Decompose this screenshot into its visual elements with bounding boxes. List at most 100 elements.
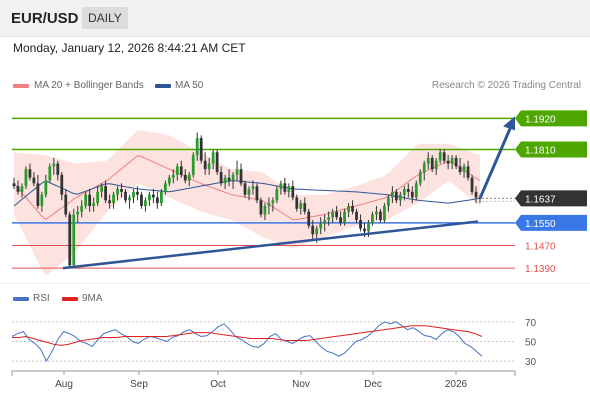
candle-body <box>442 152 446 161</box>
candle-body <box>124 191 127 201</box>
rsi-legend-swatch <box>13 297 29 301</box>
candle-body <box>203 160 207 170</box>
candle-body <box>52 163 56 167</box>
candle-body <box>402 189 406 195</box>
candle-body <box>251 186 255 189</box>
support-trendline <box>62 220 479 270</box>
candle-body <box>104 186 107 201</box>
candle-body <box>343 211 346 223</box>
chart-header: EUR/USD DAILY <box>0 0 590 37</box>
candle-body <box>152 194 155 198</box>
candle-body <box>68 214 72 266</box>
candle-body <box>215 152 219 173</box>
candle-body <box>275 189 279 201</box>
candle-body <box>187 174 191 181</box>
candle-body <box>231 174 235 181</box>
candle-body <box>12 183 16 187</box>
candle-body <box>311 225 315 235</box>
candle-body <box>347 205 350 212</box>
candle-body <box>303 203 307 212</box>
candle-body <box>239 169 243 184</box>
candle-body <box>88 194 92 206</box>
candle-body <box>422 163 426 173</box>
candle-body <box>367 222 370 232</box>
timestamp: Monday, January 12, 2026 8:44:21 AM CET <box>13 41 246 55</box>
ma20-legend-swatch <box>13 84 29 88</box>
candle-body <box>470 177 474 192</box>
price-level-label: 1.1390 <box>525 264 556 275</box>
candle-body <box>383 205 386 221</box>
ma20-legend-label: MA 20 + Bollinger Bands <box>34 80 144 91</box>
candle-body <box>271 200 275 204</box>
candle-body <box>171 174 175 178</box>
candle-body <box>136 191 139 195</box>
candle-body <box>375 211 378 215</box>
price-level-tag <box>515 141 587 158</box>
rsi-tick-label: 50 <box>525 337 537 348</box>
candle-body <box>355 211 358 221</box>
candle-body <box>454 157 458 167</box>
candle-body <box>287 186 291 192</box>
candle-body <box>84 194 88 206</box>
ma50-legend-label: MA 50 <box>175 80 204 91</box>
candle-body <box>20 186 24 192</box>
rsi-legend-label: RSI <box>33 293 50 304</box>
candle-body <box>331 211 335 218</box>
candle-body <box>227 177 231 181</box>
candle-body <box>371 214 374 223</box>
candle-body <box>120 189 123 192</box>
candle-body <box>295 197 299 209</box>
x-tick-label: Nov <box>292 379 310 390</box>
candle-body <box>235 169 239 175</box>
candle-body <box>291 186 295 198</box>
candle-body <box>116 189 119 195</box>
candle-body <box>247 189 251 195</box>
candle-body <box>32 177 36 184</box>
candle-body <box>406 189 410 192</box>
timeframe-button[interactable]: DAILY <box>82 7 128 29</box>
price-level-label: 1.1920 <box>525 114 556 125</box>
candle-body <box>263 205 267 215</box>
candle-body <box>243 183 247 195</box>
candle-body <box>144 200 147 206</box>
candle-body <box>466 166 470 178</box>
rsi-ma-legend-label: 9MA <box>82 293 103 304</box>
rsi-tick-label: 30 <box>525 357 537 368</box>
candle-body <box>446 160 450 164</box>
x-tick-label: Dec <box>364 379 382 390</box>
candle-body <box>96 191 100 204</box>
candle-body <box>319 222 323 229</box>
candle-body <box>76 211 80 215</box>
candle-body <box>327 217 331 221</box>
candle-body <box>418 172 422 184</box>
candle-body <box>179 166 183 175</box>
candle-body <box>267 203 271 206</box>
candle-body <box>426 157 430 164</box>
candle-body <box>414 183 418 198</box>
candle-body <box>191 155 195 175</box>
candle-body <box>211 152 215 164</box>
x-tick-label: 2026 <box>445 379 468 390</box>
candle-body <box>450 157 454 164</box>
forecast-arrow <box>478 125 513 199</box>
candle-body <box>307 211 311 226</box>
candle-body <box>379 211 382 221</box>
ma50-legend-swatch <box>155 84 171 88</box>
candle-body <box>351 205 354 212</box>
candle-body <box>155 197 159 204</box>
candle-body <box>112 194 115 204</box>
x-tick-label: Aug <box>55 379 73 390</box>
candle-body <box>128 197 131 201</box>
bollinger-band <box>14 130 480 276</box>
candle-body <box>323 220 327 223</box>
candle-body <box>140 194 143 206</box>
instrument-name: EUR/USD <box>11 10 79 27</box>
candle-body <box>92 203 96 206</box>
price-level-label: 1.1810 <box>525 145 556 156</box>
candle-body <box>259 200 263 215</box>
price-level-label: 1.1470 <box>525 242 556 253</box>
candle-body <box>359 220 362 229</box>
candle-body <box>28 169 32 178</box>
rsi-ma-line <box>12 325 483 346</box>
